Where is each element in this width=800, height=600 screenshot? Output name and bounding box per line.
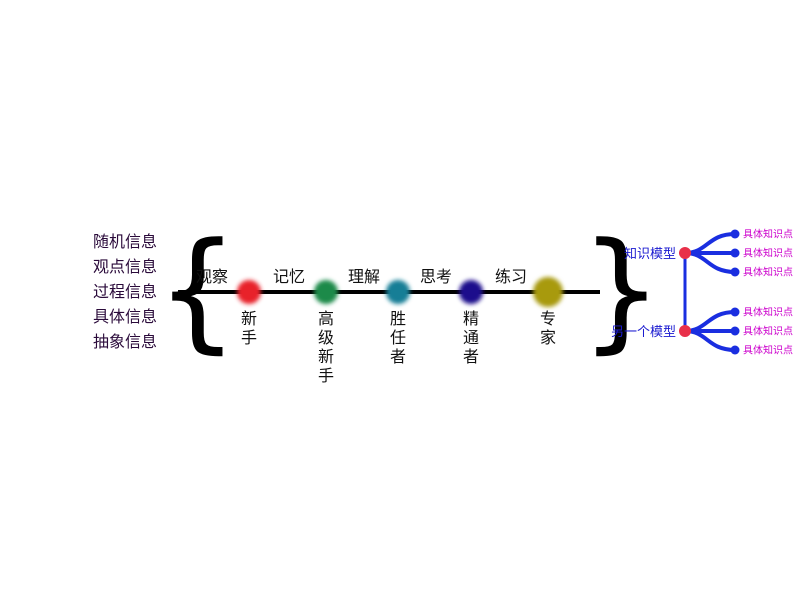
- action-label: 观察: [196, 267, 228, 286]
- stage-label: 专家: [540, 309, 556, 347]
- leaf-branch: [683, 251, 737, 274]
- action-list: 观察 记忆 理解 思考 练习: [196, 267, 527, 286]
- leaf-dot: [730, 267, 740, 277]
- leaf-label: 具体知识点: [743, 325, 793, 338]
- source-list: 随机信息 观点信息 过程信息 具体信息 抽象信息: [93, 232, 157, 351]
- stage-node: [533, 277, 563, 307]
- leaf-dot: [730, 326, 740, 336]
- leaf-dot: [730, 229, 740, 239]
- stage-label: 高级新手: [318, 309, 334, 385]
- stage-node: [237, 280, 261, 304]
- stage-node: [386, 280, 410, 304]
- source-item: 随机信息: [93, 232, 157, 251]
- action-label: 理解: [348, 267, 380, 286]
- source-item: 具体信息: [93, 307, 157, 326]
- source-item: 观点信息: [93, 257, 157, 276]
- leaf-label: 具体知识点: [743, 306, 793, 319]
- leaf-dot: [730, 307, 740, 317]
- leaf-label: 具体知识点: [743, 344, 793, 357]
- action-label: 思考: [420, 267, 452, 286]
- stage-node: [314, 280, 338, 304]
- stage-label: 胜任者: [390, 309, 406, 366]
- source-item: 过程信息: [93, 282, 157, 301]
- stage-label: 新手: [241, 309, 257, 347]
- leaf-branch: [683, 232, 737, 255]
- source-item: 抽象信息: [93, 332, 157, 351]
- model-label: 另一个模型: [611, 325, 676, 340]
- leaf-label: 具体知识点: [743, 266, 793, 279]
- action-label: 练习: [495, 267, 527, 286]
- model-hub-node: [679, 325, 691, 337]
- model-label: 知识模型: [624, 246, 676, 262]
- stage-list: 新手 高级新手 胜任者 精通者 专家: [237, 277, 563, 385]
- leaf-dot: [730, 248, 740, 258]
- action-label: 记忆: [273, 267, 305, 286]
- leaf-label: 具体知识点: [743, 228, 793, 241]
- leaf-branch: [683, 310, 737, 333]
- leaf-label: 具体知识点: [743, 247, 793, 260]
- stage-label: 精通者: [463, 309, 479, 366]
- stage-node: [459, 280, 483, 304]
- model-hub-node: [679, 247, 691, 259]
- leaf-branch: [683, 329, 737, 352]
- leaf-dot: [730, 345, 740, 355]
